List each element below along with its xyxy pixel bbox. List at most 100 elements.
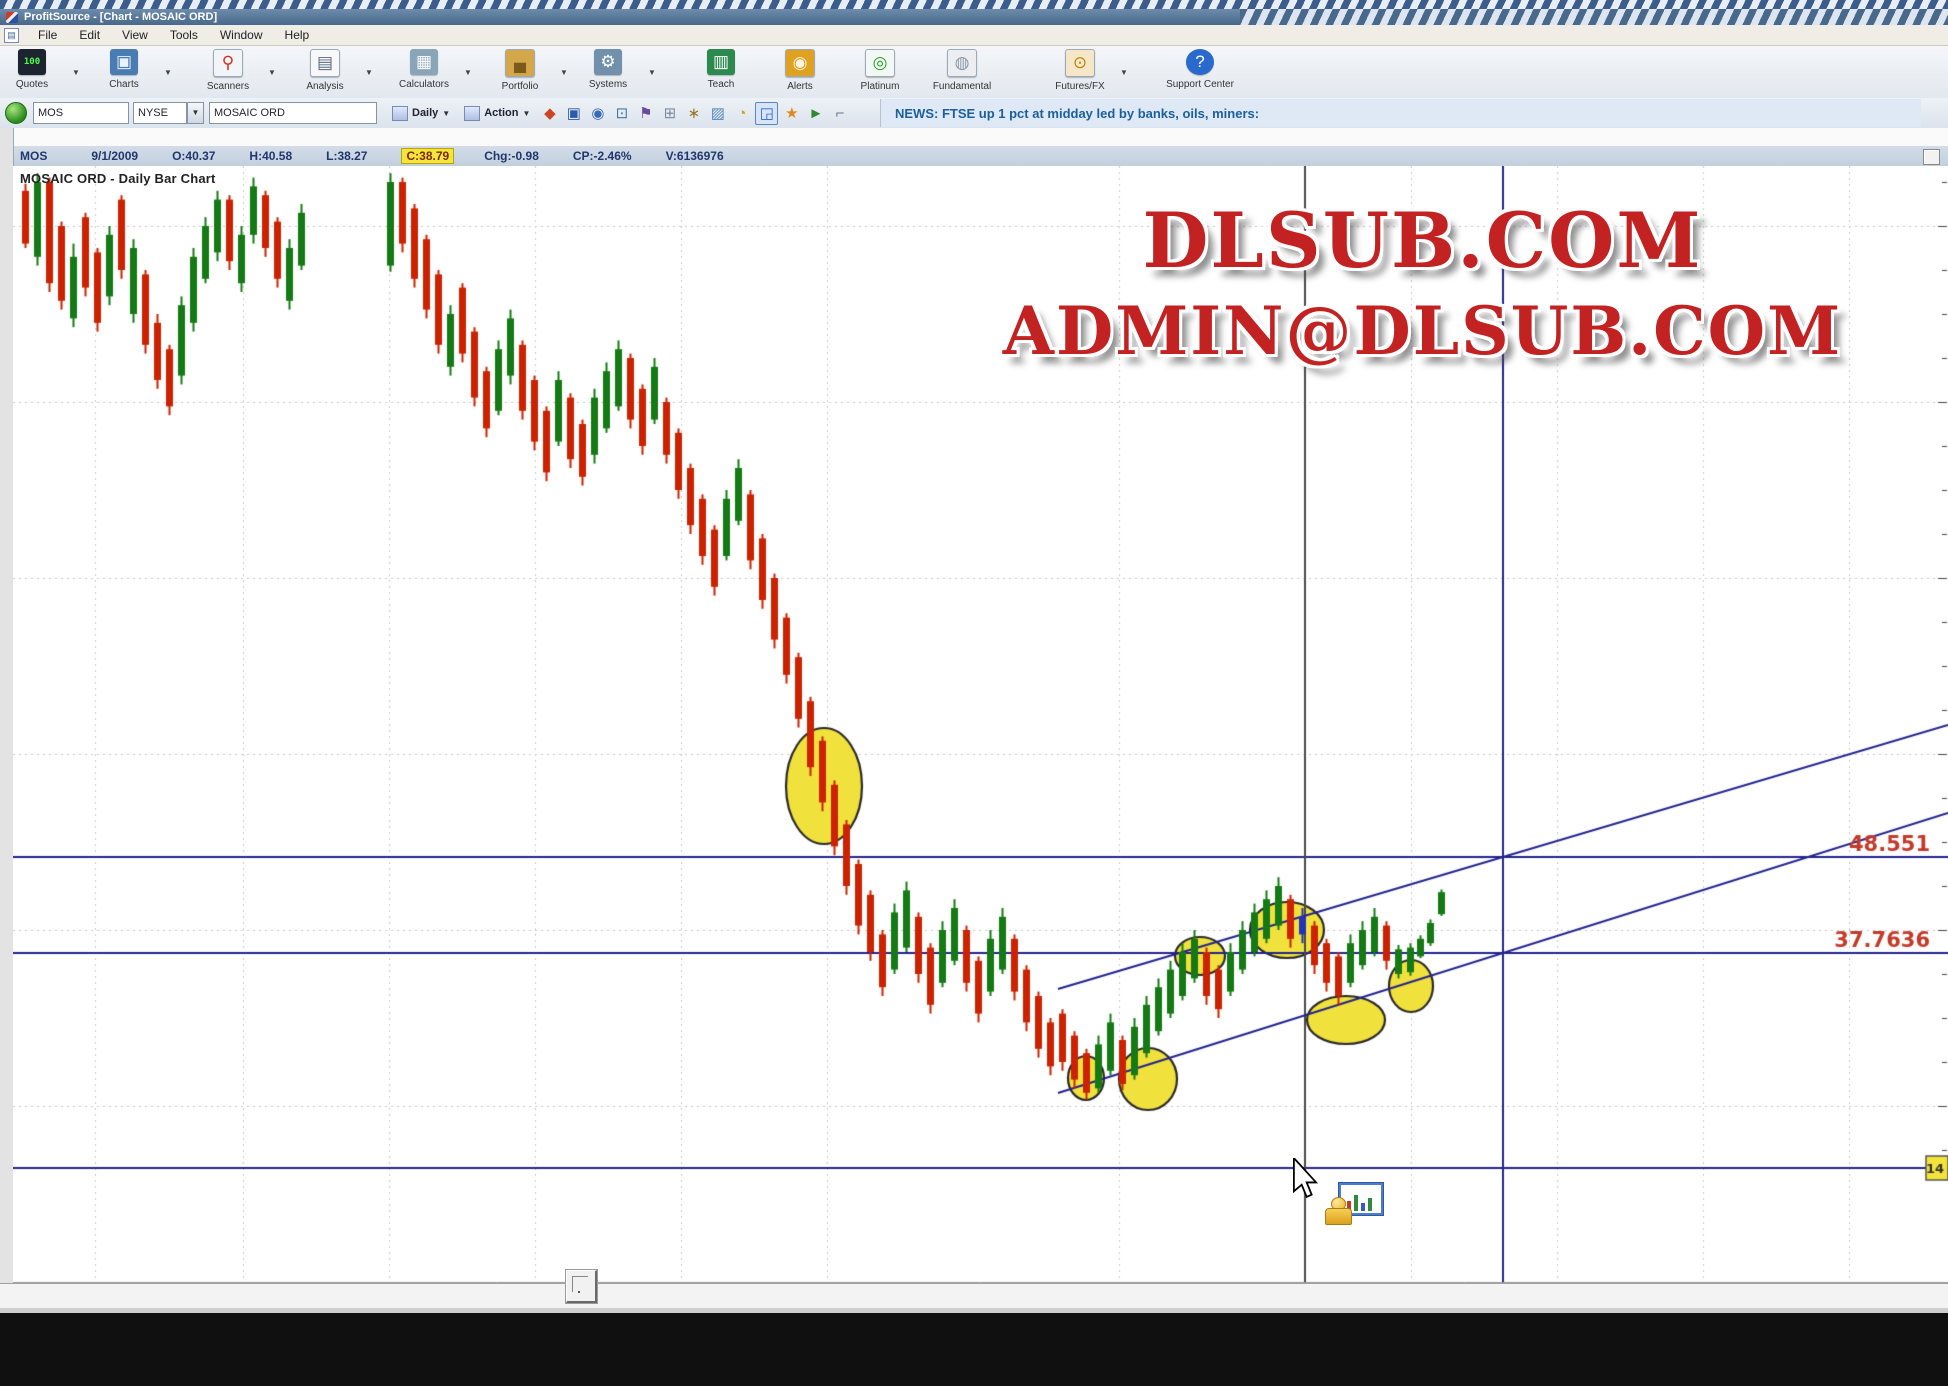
toolbar-support-center-button[interactable]: ? Support Center: [1154, 49, 1246, 90]
chart-type-icon[interactable]: ◲: [755, 101, 779, 125]
toolbar-dropdown-arrow[interactable]: ▼: [464, 68, 472, 77]
toolbar-dropdown-arrow[interactable]: ▼: [365, 68, 373, 77]
calendar-icon: [392, 105, 408, 121]
menu-item-edit[interactable]: Edit: [79, 28, 101, 42]
menu-item-file[interactable]: File: [38, 28, 58, 42]
security-name-input[interactable]: MOSAIC ORD: [209, 102, 377, 124]
document-icon: ▤: [4, 27, 19, 43]
save-layout-icon[interactable]: ▣: [566, 105, 581, 122]
news-ticker: NEWS: FTSE up 1 pct at midday led by ban…: [880, 99, 1921, 127]
quote-status-icon: [5, 102, 27, 124]
toolbar-label: Charts: [109, 79, 139, 90]
action-dropdown[interactable]: Action ▼: [459, 104, 535, 123]
splitter-handle[interactable]: [566, 1270, 597, 1303]
quotes-icon: 100: [18, 49, 46, 75]
toolbar-label: Alerts: [787, 81, 813, 92]
support-center-icon: ?: [1186, 49, 1214, 75]
bottom-panel: [0, 1284, 1948, 1308]
toolbar-label: Futures/FX: [1055, 81, 1105, 92]
refresh-globe-icon[interactable]: ◉: [591, 105, 605, 122]
screen-bottom-bar: [0, 1313, 1948, 1386]
title-bar[interactable]: ProfitSource - [Chart - MOSAIC ORD]: [0, 9, 1246, 25]
toolbar-dropdown-arrow[interactable]: ▼: [648, 68, 656, 77]
toolbar-fundamental-button[interactable]: ◍ Fundamental: [916, 49, 1008, 92]
menu-item-window[interactable]: Window: [219, 28, 263, 42]
video-edge-artifact: [0, 0, 1948, 9]
databar-volume: V:6136976: [665, 149, 724, 163]
toolbar-label: Teach: [707, 79, 735, 90]
toolbar-label: Fundamental: [932, 81, 992, 92]
person-icon: [1325, 1197, 1352, 1227]
exchange-dropdown-arrow[interactable]: ▼: [187, 102, 204, 124]
tools-icon[interactable]: ∗: [687, 105, 701, 122]
watermark-line2: ADMIN@DLSUB.COM: [1002, 292, 1843, 370]
databar-low: L:38.27: [326, 149, 368, 163]
databar-close: C:38.79: [401, 148, 455, 164]
toolbar-scanners-button[interactable]: ⚲ Scanners: [182, 49, 274, 92]
flag-icon[interactable]: ⚑: [639, 105, 653, 122]
app-logo-icon: [6, 11, 18, 23]
menu-item-help[interactable]: Help: [284, 28, 310, 42]
bottom-panel-edge: [0, 1308, 1948, 1313]
menu-item-view[interactable]: View: [122, 28, 148, 42]
databar-high: H:40.58: [249, 149, 293, 163]
pointer-icon[interactable]: ►: [808, 104, 824, 122]
calculators-icon: ▦: [410, 49, 438, 75]
toolbar-label: Portfolio: [501, 81, 539, 92]
toolbar-analysis-button[interactable]: ▤ Analysis: [279, 49, 371, 92]
toolbar-platinum-button[interactable]: ◎ Platinum: [834, 49, 926, 92]
menu-item-tools[interactable]: Tools: [169, 28, 198, 42]
mouse-cursor: [1292, 1155, 1319, 1203]
toolbar-futures-fx-button[interactable]: ⊙ Futures/FX: [1034, 49, 1126, 92]
measure-icon[interactable]: ⌐: [835, 104, 845, 122]
action-icon: [464, 105, 481, 121]
charts-icon: ▣: [110, 49, 138, 75]
lightbulb-icon[interactable]: ◔: [737, 104, 747, 122]
toolbar-alerts-button[interactable]: ◉ Alerts: [754, 49, 846, 92]
toolbar-systems-button[interactable]: ⚙ Systems: [562, 49, 654, 90]
main-toolbar: 100 Quotes ▼ ▣ Charts ▼ ⚲ Scanners ▼ ▤ Analysis ▼ ▦ C…: [0, 46, 1948, 99]
toolbar-portfolio-button[interactable]: ▄ Portfolio: [474, 49, 566, 92]
toolbar-teach-button[interactable]: ▥ Teach: [675, 49, 767, 90]
toolbar-label: Quotes: [15, 79, 49, 90]
toolbar-dropdown-arrow[interactable]: ▼: [268, 68, 276, 77]
watermark-line1: DLSUB.COM: [1142, 196, 1703, 285]
window-frame-gap: [0, 128, 1948, 147]
grid-icon[interactable]: ⊞: [663, 105, 677, 122]
favorite-star-icon[interactable]: ★: [785, 105, 799, 122]
analysis-icon: ▤: [310, 49, 340, 77]
toolbar-dropdown-arrow[interactable]: ▼: [72, 68, 80, 77]
databar-open: O:40.37: [172, 149, 216, 163]
databar-date: 9/1/2009: [91, 149, 139, 163]
scanners-icon: ⚲: [213, 49, 243, 77]
toolbar-dropdown-arrow[interactable]: ▼: [560, 68, 568, 77]
symbol-input[interactable]: MOS: [33, 102, 129, 124]
chart-title: MOSAIC ORD - Daily Bar Chart: [20, 171, 216, 186]
toolbar-charts-button[interactable]: ▣ Charts: [78, 49, 170, 90]
futures-fx-icon: ⊙: [1065, 49, 1095, 77]
toolbar-quotes-button[interactable]: 100 Quotes: [0, 49, 78, 90]
toolbar-label: Scanners: [206, 81, 250, 92]
quote-icon-row: ◆ ▣ ◉ ⊡ ⚑ ⊞ ∗ ▨ ◔ ◲ ★ ► ⌐: [539, 101, 853, 125]
price-chart-canvas[interactable]: [13, 166, 1948, 1283]
databar-mini-button[interactable]: [1923, 149, 1940, 165]
exchange-select[interactable]: NYSE: [133, 102, 187, 124]
databar-symbol: MOS: [20, 149, 48, 163]
drag-chart-icon: [1325, 1183, 1383, 1233]
pattern-icon[interactable]: ▨: [710, 105, 725, 122]
toolbar-dropdown-arrow[interactable]: ▼: [164, 68, 172, 77]
toolbar-calculators-button[interactable]: ▦ Calculators: [378, 49, 470, 90]
databar-change: Chg:-0.98: [484, 149, 539, 163]
toolbar-dropdown-arrow[interactable]: ▼: [1120, 68, 1128, 77]
toolbar-label: Calculators: [398, 79, 450, 90]
interval-dropdown[interactable]: Daily ▼: [387, 104, 455, 123]
snapshot-icon[interactable]: ⊡: [615, 105, 629, 122]
toolbar-label: Analysis: [306, 81, 344, 92]
toolbar-label: Systems: [588, 79, 628, 90]
toolbar-label: Support Center: [1166, 79, 1234, 90]
teach-icon: ▥: [707, 49, 735, 75]
alert-diamond-icon[interactable]: ◆: [544, 105, 556, 122]
window-title: ProfitSource - [Chart - MOSAIC ORD]: [24, 11, 218, 23]
chart-bottom-divider: [0, 1283, 1948, 1284]
